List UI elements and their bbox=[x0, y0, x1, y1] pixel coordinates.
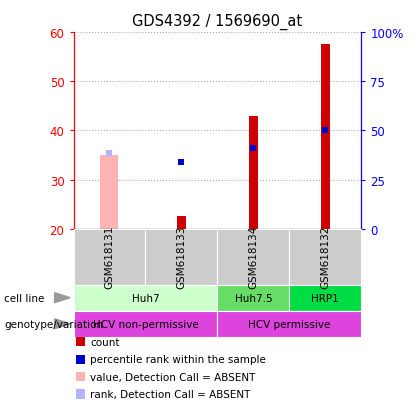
Text: Huh7.5: Huh7.5 bbox=[234, 293, 272, 303]
Text: genotype/variation: genotype/variation bbox=[4, 319, 103, 329]
Bar bbox=[100, 156, 118, 229]
Title: GDS4392 / 1569690_at: GDS4392 / 1569690_at bbox=[132, 14, 302, 30]
Text: GSM618134: GSM618134 bbox=[248, 225, 258, 289]
Polygon shape bbox=[55, 319, 70, 329]
Text: Huh7: Huh7 bbox=[131, 293, 159, 303]
Bar bbox=[320, 45, 330, 229]
Text: GSM618133: GSM618133 bbox=[176, 225, 186, 289]
Text: GSM618131: GSM618131 bbox=[105, 225, 115, 289]
Text: percentile rank within the sample: percentile rank within the sample bbox=[90, 354, 266, 364]
Bar bbox=[249, 116, 258, 229]
Bar bbox=[177, 217, 186, 229]
Text: rank, Detection Call = ABSENT: rank, Detection Call = ABSENT bbox=[90, 389, 250, 399]
Text: count: count bbox=[90, 337, 119, 347]
Text: HCV non-permissive: HCV non-permissive bbox=[92, 319, 198, 329]
Polygon shape bbox=[55, 293, 70, 303]
Text: GSM618132: GSM618132 bbox=[320, 225, 330, 289]
Text: cell line: cell line bbox=[4, 293, 45, 303]
Text: value, Detection Call = ABSENT: value, Detection Call = ABSENT bbox=[90, 372, 255, 382]
Text: HRP1: HRP1 bbox=[311, 293, 339, 303]
Text: HCV permissive: HCV permissive bbox=[248, 319, 331, 329]
